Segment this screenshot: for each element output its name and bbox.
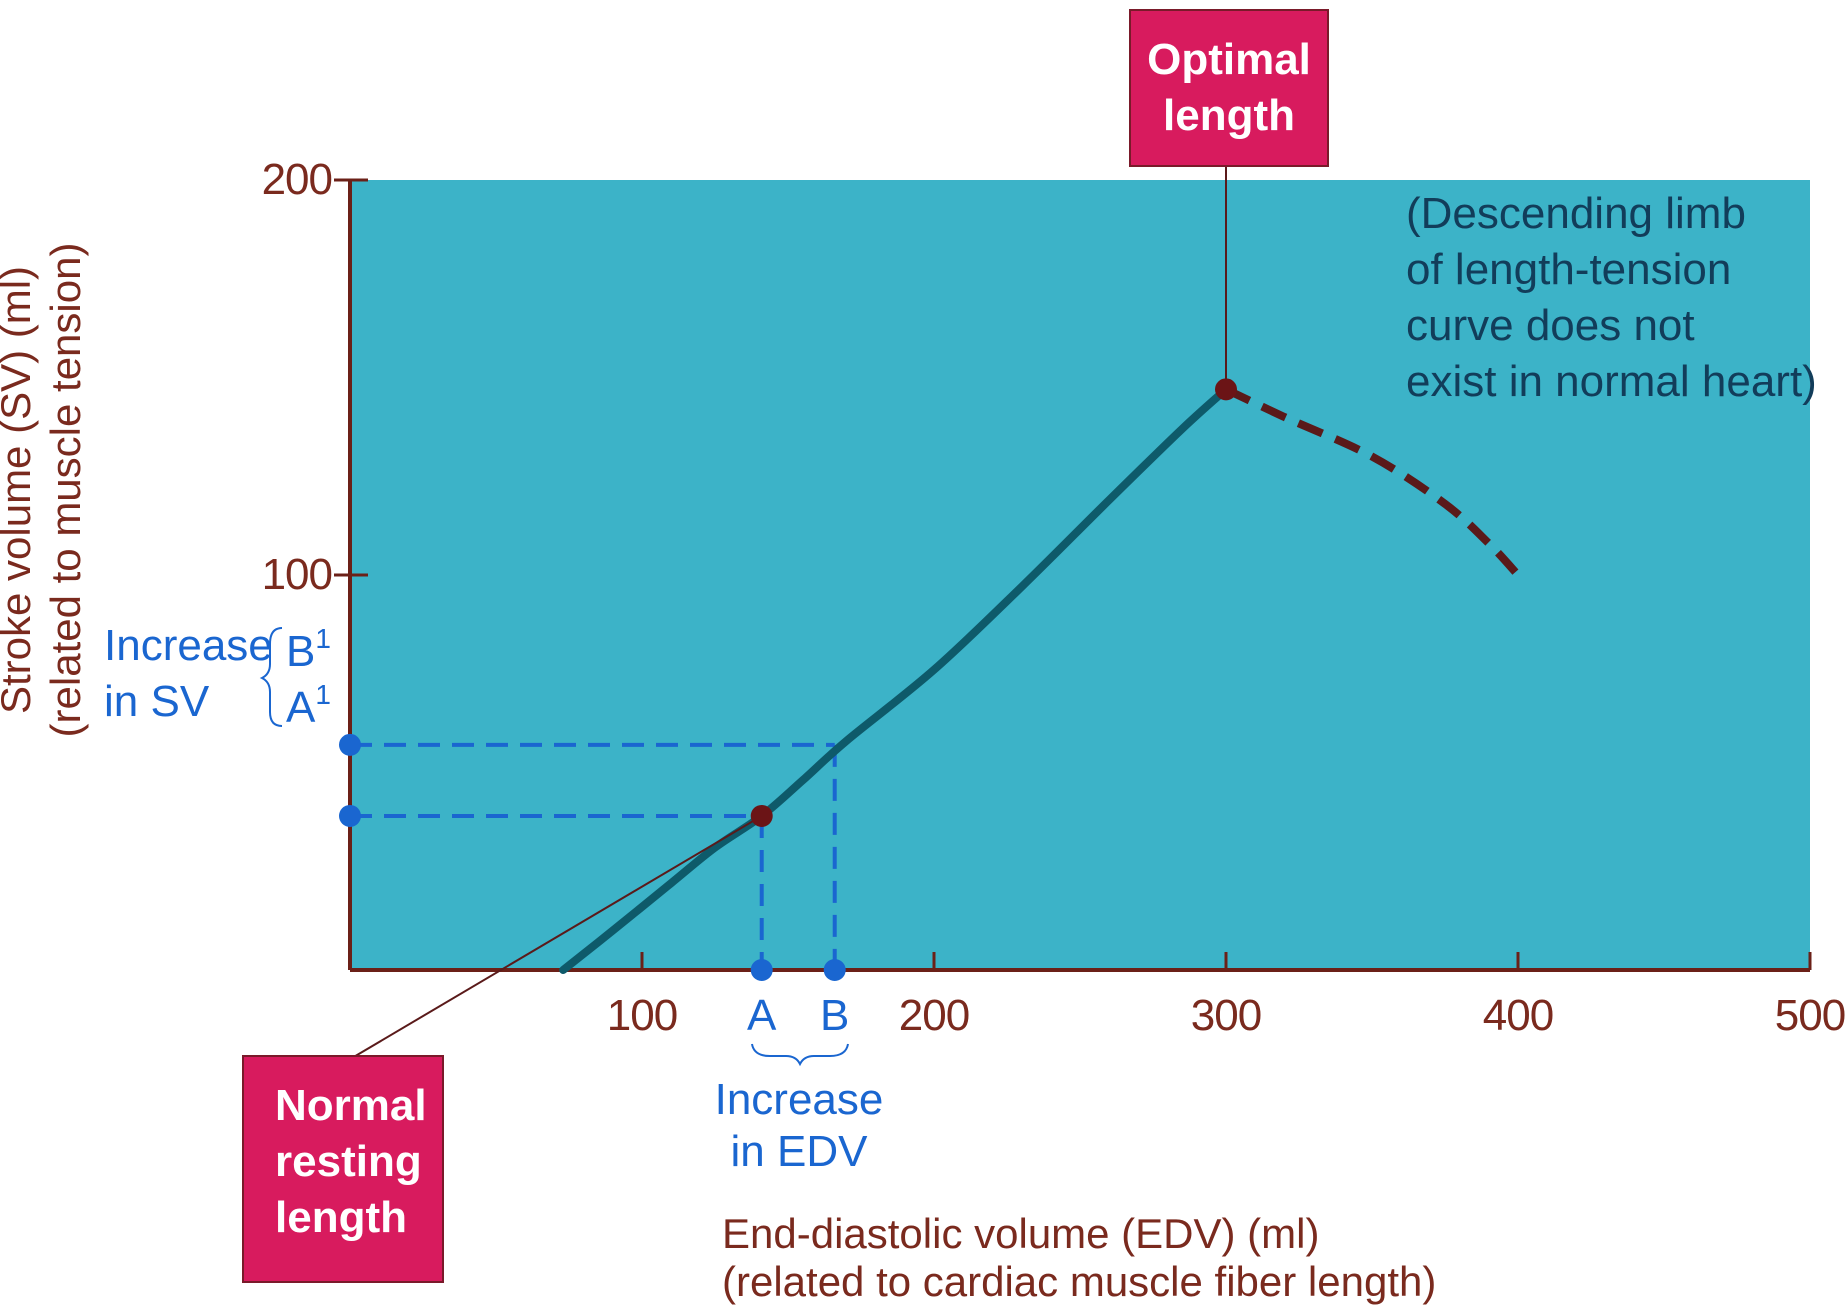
- x-tick-label: 100: [607, 991, 677, 1040]
- descending-limb-curve: [1224, 385, 1521, 578]
- normal-resting-line-2: resting: [275, 1137, 422, 1186]
- optimal-length-callout: [1129, 9, 1329, 167]
- increase-sv-label-line-1: Increase: [104, 621, 273, 670]
- y-tick-label: 200: [262, 155, 332, 204]
- x-axis-title-line-1: End-diastolic volume (EDV) (ml): [722, 1210, 1319, 1257]
- x-tick-label: 400: [1483, 991, 1553, 1040]
- x-axis-dot-a: [750, 959, 773, 981]
- x-tick-label: 200: [899, 991, 969, 1040]
- plot-area: [350, 180, 1810, 970]
- optimal-point: [1215, 378, 1237, 401]
- normal-resting-callout: [242, 1055, 444, 1283]
- normal-resting-point: [750, 804, 773, 827]
- a-label: A: [747, 991, 777, 1040]
- b1-label: B1: [286, 623, 331, 676]
- a1-label: A1: [286, 679, 331, 732]
- x-axis-ticks: 100 200 300 400 500: [607, 952, 1845, 1040]
- increase-sv-brace: [259, 627, 283, 727]
- normal-resting-line-1: Normal: [275, 1081, 427, 1130]
- optimal-length-line-1: Optimal: [1147, 35, 1311, 84]
- increase-edv-brace: [751, 1043, 849, 1067]
- length-tension-curve: [559, 385, 1230, 974]
- y-axis-dot-b: [339, 733, 361, 756]
- x-tick-label: 500: [1775, 991, 1845, 1040]
- normal-resting-leader-line: [351, 815, 763, 1059]
- descending-note-line-4: exist in normal heart): [1406, 357, 1817, 406]
- y-axis-title-line-1: Stroke volume (SV) (ml): [0, 266, 39, 714]
- guide-lines: [339, 733, 846, 981]
- marked-points: [750, 378, 1237, 827]
- normal-resting-line-3: length: [275, 1193, 407, 1242]
- y-axis-title: Stroke volume (SV) (ml) (related to musc…: [0, 243, 89, 738]
- x-tick-label: 300: [1191, 991, 1261, 1040]
- descending-note-line-1: (Descending limb: [1406, 189, 1746, 238]
- y-axis-title-line-2: (related to muscle tension): [42, 243, 89, 738]
- descending-note-line-2: of length-tension: [1406, 245, 1731, 294]
- optimal-length-line-2: length: [1163, 91, 1295, 140]
- increase-edv-label-line-2: in EDV: [731, 1127, 869, 1176]
- y-axis-ticks: 100 200: [262, 155, 368, 599]
- x-axis-title-line-2: (related to cardiac muscle fiber length): [722, 1258, 1436, 1305]
- y-tick-label: 100: [262, 550, 332, 599]
- y-axis-dot-a: [339, 804, 361, 827]
- increase-edv-label-line-1: Increase: [715, 1075, 884, 1124]
- b-label: B: [820, 991, 849, 1040]
- increase-sv-label-line-2: in SV: [104, 677, 210, 726]
- x-axis-dot-b: [823, 959, 846, 981]
- descending-note-line-3: curve does not: [1406, 301, 1695, 350]
